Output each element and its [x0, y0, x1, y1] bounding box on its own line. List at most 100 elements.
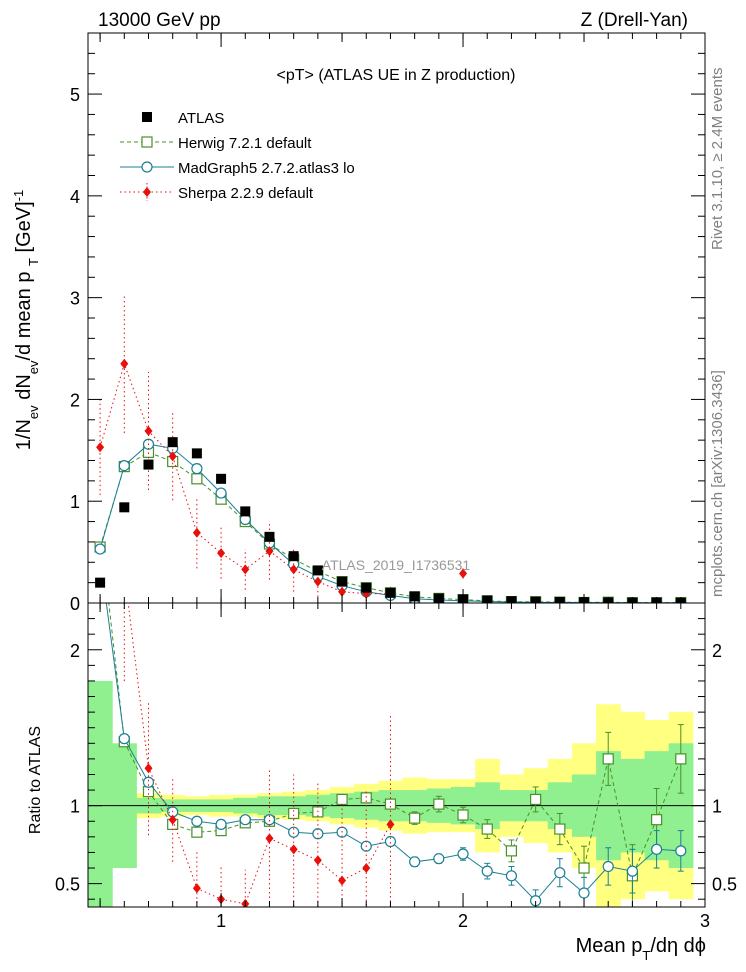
legend-label: ATLAS	[178, 110, 224, 127]
data-point-madgraph	[409, 856, 421, 868]
data-point-sherpa	[265, 546, 274, 557]
data-point-herwig	[675, 753, 687, 765]
data-point-herwig	[336, 793, 348, 806]
data-point-herwig	[288, 807, 300, 820]
series-line	[99, 443, 681, 603]
data-point-herwig	[554, 823, 566, 835]
data-point-atlas	[312, 565, 323, 576]
data-point-atlas	[385, 587, 396, 598]
uncertainty-bands	[88, 680, 705, 907]
data-point-madgraph	[651, 843, 663, 855]
main-ylabel: 1/Nev dNev/d mean p T [GeV]-1	[11, 190, 41, 450]
ratio-frame	[87, 602, 706, 908]
ratio-y-tick-label-right: 0.5	[712, 875, 737, 895]
ratio-ylabel: Ratio to ATLAS	[27, 726, 44, 834]
data-point-herwig	[578, 862, 590, 874]
legend-label: Herwig 7.2.1 default	[178, 135, 312, 152]
ratio-series-1	[105, 603, 687, 907]
data-point-sherpa	[96, 442, 105, 453]
data-point-madgraph	[578, 887, 590, 899]
data-point-sherpa	[289, 564, 298, 575]
data-point-sherpa	[386, 819, 395, 830]
data-point-sherpa	[313, 576, 322, 587]
data-point-herwig	[457, 809, 469, 821]
data-point-sherpa	[338, 875, 347, 886]
data-point-herwig	[384, 798, 397, 810]
data-point-herwig	[481, 823, 493, 835]
legend-label: Sherpa 2.2.9 default	[178, 185, 314, 202]
data-point-sherpa	[313, 855, 322, 866]
series-line	[99, 451, 681, 603]
data-point-madgraph	[505, 870, 518, 882]
data-point-sherpa	[168, 814, 177, 825]
x-tick-label: 1	[216, 911, 226, 931]
ratio-series-2	[96, 603, 467, 907]
data-point-herwig	[505, 845, 518, 857]
data-point-sherpa	[217, 548, 226, 559]
x-tick-label: 3	[700, 911, 710, 931]
data-point-madgraph	[142, 776, 155, 788]
series-2	[94, 438, 687, 603]
data-point-atlas	[216, 473, 227, 484]
data-point-sherpa	[143, 187, 151, 197]
data-point-herwig	[602, 753, 614, 765]
data-point-madgraph	[191, 815, 203, 827]
data-point-atlas	[264, 531, 275, 542]
rivet-label: Rivet 3.1.10, ≥ 2.4M events	[709, 68, 726, 251]
legend-label: MadGraph5 2.7.2.atlas3 lo	[178, 160, 355, 177]
data-point-madgraph	[433, 853, 445, 865]
data-point-herwig	[530, 793, 542, 806]
mcplots-label: mcplots.cern.ch [arXiv:1306.3436]	[709, 370, 726, 597]
data-point-sherpa	[192, 883, 201, 894]
data-point-herwig	[191, 826, 203, 838]
data-point-sherpa	[192, 527, 201, 538]
data-point-madgraph	[141, 161, 153, 173]
header-left: 13000 GeV pp	[98, 10, 221, 31]
data-point-herwig	[433, 798, 445, 810]
data-point-sherpa	[120, 358, 129, 369]
data-point-sherpa	[144, 425, 153, 436]
header-right: Z (Drell-Yan)	[581, 10, 688, 31]
x-tick-label: 2	[458, 911, 468, 931]
data-point-herwig	[409, 812, 421, 824]
data-point-atlas	[361, 582, 372, 593]
data-point-atlas	[288, 551, 299, 562]
ratio-y-tick-label-right: 1	[712, 797, 722, 817]
ratio-y-tick-label: 2	[70, 641, 80, 661]
data-point-madgraph	[626, 865, 639, 877]
legend: ATLAS Herwig 7.2.1 default MadGraph5 2.7.2…	[120, 110, 355, 202]
analysis-watermark: ATLAS_2019_I1736531	[322, 557, 471, 573]
data-point-atlas	[337, 576, 348, 587]
data-point-herwig	[95, 520, 105, 530]
data-point-atlas	[191, 448, 202, 459]
data-point-sherpa	[338, 586, 347, 597]
data-point-madgraph	[118, 733, 130, 745]
data-point-sherpa	[362, 863, 371, 874]
y-tick-label: 2	[70, 390, 80, 410]
data-point-madgraph	[675, 845, 687, 857]
data-point-sherpa	[289, 844, 298, 855]
data-point-madgraph	[554, 867, 566, 879]
data-point-atlas	[409, 591, 420, 602]
y-tick-label: 4	[70, 187, 80, 207]
data-point-sherpa	[241, 564, 250, 575]
data-point-sherpa	[144, 763, 153, 774]
data-point-madgraph	[94, 543, 106, 555]
ratio-y-tick-label: 1	[70, 797, 80, 817]
data-point-madgraph	[191, 463, 203, 475]
data-point-madgraph	[118, 459, 130, 472]
data-point-madgraph	[215, 818, 227, 830]
ratio-y-tick-label: 0.5	[55, 875, 80, 895]
y-tick-label: 1	[70, 492, 80, 512]
data-point-sherpa	[265, 833, 274, 844]
data-point-atlas	[167, 437, 178, 448]
ratio-plot	[95, 520, 687, 907]
series-3	[96, 294, 468, 602]
green-band	[88, 680, 113, 907]
ratio-y-tick-label-right: 2	[712, 641, 722, 661]
series-1	[94, 446, 687, 603]
xlabel: Mean pT/dη dϕ	[576, 935, 706, 963]
series-0	[95, 437, 686, 603]
data-point-atlas	[142, 112, 152, 122]
